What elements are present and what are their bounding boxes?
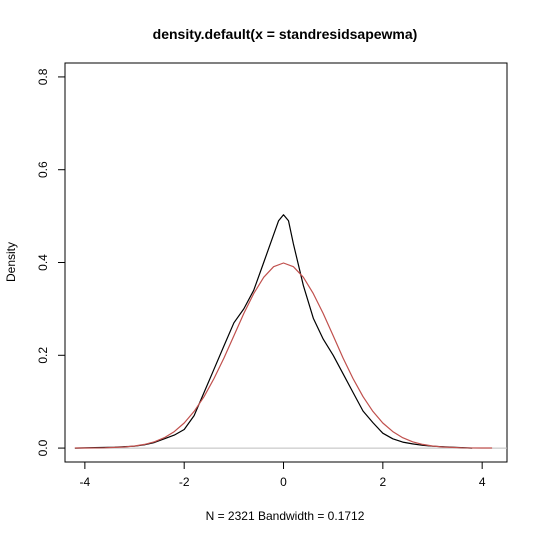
x-axis-label: N = 2321 Bandwidth = 0.1712: [206, 509, 365, 523]
chart-title: density.default(x = standresidsapewma): [153, 26, 418, 42]
y-tick-label: 0.6: [36, 161, 50, 178]
y-tick-label: 0.0: [36, 439, 50, 456]
y-tick-label: 0.4: [36, 254, 50, 271]
plot-frame: [64, 62, 508, 463]
x-tick-label: -4: [80, 475, 91, 489]
x-tick-label: 4: [479, 475, 486, 489]
y-tick-label: 0.2: [36, 347, 50, 364]
x-tick-label: -2: [179, 475, 190, 489]
series-layer: [74, 214, 493, 449]
y-axis: 0.0 0.2 0.4 0.6 0.8: [36, 68, 66, 456]
density-series-2: [74, 262, 493, 449]
density-series-1: [74, 214, 473, 449]
y-tick-label: 0.8: [36, 68, 50, 85]
x-tick-label: 0: [280, 475, 287, 489]
y-axis-label: Density: [4, 242, 18, 282]
x-tick-label: 2: [379, 475, 386, 489]
x-axis: -4 -2 0 2 4: [80, 461, 486, 489]
